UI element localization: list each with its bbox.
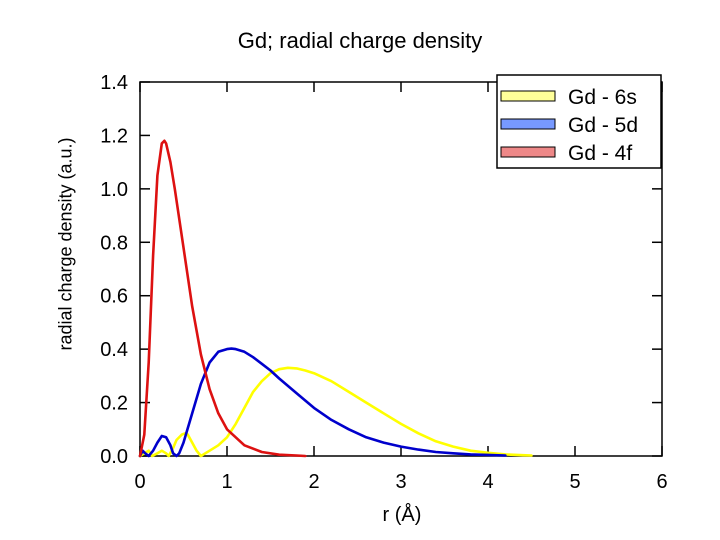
- x-tick-label: 4: [482, 471, 493, 493]
- y-tick-label: 0.0: [100, 446, 128, 468]
- legend-swatch: [500, 90, 556, 102]
- x-axis-label: r (Å): [382, 504, 422, 526]
- y-tick-label: 0.2: [100, 393, 128, 415]
- x-tick-label: 0: [134, 471, 145, 493]
- series-line-gd-6s: [138, 366, 533, 458]
- legend-label: Gd - 6s: [568, 86, 637, 109]
- y-tick-label: 1.0: [100, 179, 128, 201]
- legend-label: Gd - 5d: [568, 114, 638, 137]
- legend-label: Gd - 4f: [568, 142, 632, 165]
- y-tick-label: 0.6: [100, 286, 128, 308]
- x-tick-label: 2: [308, 471, 319, 493]
- x-tick-label: 6: [656, 471, 667, 493]
- y-tick-label: 1.4: [100, 72, 128, 94]
- x-tick-label: 1: [221, 471, 232, 493]
- legend-swatch: [500, 146, 556, 158]
- x-tick-label: 5: [569, 471, 580, 493]
- y-tick-label: 0.4: [100, 339, 128, 361]
- y-tick-label: 1.2: [100, 125, 128, 147]
- legend-swatch: [500, 118, 556, 130]
- series-line-gd-5d: [138, 347, 507, 458]
- series-line-gd-4f: [138, 139, 307, 458]
- x-tick-label: 3: [395, 471, 406, 493]
- y-tick-label: 0.8: [100, 232, 128, 254]
- chart-title: Gd; radial charge density: [237, 28, 483, 53]
